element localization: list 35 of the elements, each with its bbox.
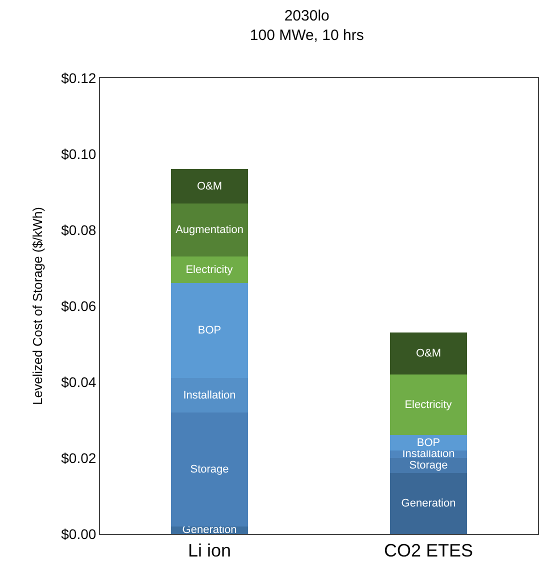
- text: Storage: [190, 463, 229, 476]
- bar: [390, 473, 467, 534]
- bar: [390, 332, 467, 374]
- text: BOP: [198, 324, 222, 337]
- bar: [171, 203, 248, 257]
- bar: [390, 435, 467, 450]
- chart-subtitle: 100 MWe, 10 hrs: [250, 26, 364, 44]
- y-tick-label: $0.02: [61, 450, 96, 466]
- y-axis-title: Levelized Cost of Storage ($/kWh): [30, 207, 46, 405]
- x-tick-label: CO2 ETES: [384, 540, 474, 561]
- series-label: Storage: [409, 460, 448, 472]
- bar: [171, 378, 248, 412]
- text: Electricity: [404, 398, 452, 411]
- y-tick-label: $0.08: [61, 222, 96, 238]
- y-tick-label: $0.00: [61, 526, 96, 542]
- series-label: Generation: [182, 524, 237, 536]
- text: O&M: [416, 348, 442, 360]
- y-tick-label: $0.10: [61, 146, 96, 162]
- series-label: Installation: [402, 448, 455, 460]
- series-label: Electricity: [186, 264, 234, 276]
- y-tick-label: $0.12: [61, 70, 96, 86]
- chart-title: 2030lo: [284, 7, 330, 24]
- series-label: O&M: [196, 180, 222, 192]
- series-label: Augmentation: [176, 224, 244, 236]
- series-label: BOP: [416, 436, 440, 449]
- y-tick-label: $0.04: [61, 374, 96, 390]
- text: Installation: [183, 389, 236, 402]
- y-tick-label: $0.06: [61, 298, 96, 314]
- bar: [171, 412, 248, 526]
- text: Generation: [401, 498, 456, 510]
- x-tick-label: Li ion: [188, 540, 232, 561]
- bar: [171, 256, 248, 284]
- bar: [171, 169, 248, 204]
- bar: [171, 283, 248, 378]
- bar: [390, 374, 467, 436]
